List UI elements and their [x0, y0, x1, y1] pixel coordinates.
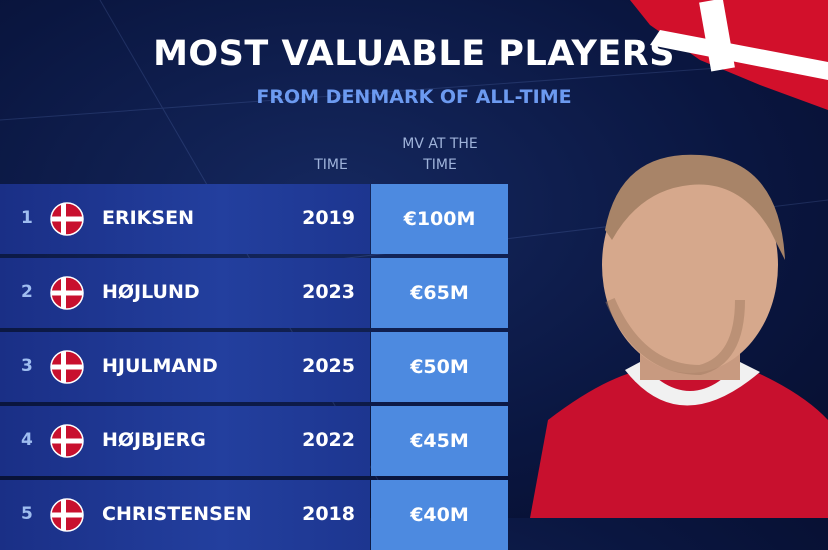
market-value: €65M	[371, 258, 508, 328]
background-art	[0, 0, 828, 518]
player-name: HØJLUND	[102, 281, 200, 303]
flag-icon	[50, 424, 84, 458]
rank: 4	[21, 430, 33, 450]
year: 2022	[302, 429, 355, 451]
column-header: MV AT THE TIME	[402, 136, 478, 173]
player-name: HØJBJERG	[102, 429, 206, 451]
year: 2019	[302, 207, 355, 229]
flag-icon	[50, 498, 84, 532]
market-value: €50M	[371, 332, 508, 402]
title: MOST VALUABLE PLAYERS	[153, 34, 675, 74]
market-value: €45M	[371, 406, 508, 476]
player-name: CHRISTENSEN	[102, 503, 252, 525]
flag-icon	[50, 350, 84, 384]
year: 2023	[302, 281, 355, 303]
flag-icon	[50, 202, 84, 236]
player-photo	[530, 154, 828, 518]
flag-icon	[50, 276, 84, 310]
column-header: TIME	[314, 157, 348, 173]
market-value: €40M	[371, 480, 508, 550]
year: 2018	[302, 503, 355, 525]
player-name: ERIKSEN	[102, 207, 194, 229]
year: 2025	[302, 355, 355, 377]
subtitle: FROM DENMARK OF ALL-TIME	[256, 86, 572, 108]
rank: 3	[21, 356, 33, 376]
market-value: €100M	[371, 184, 508, 254]
rank: 2	[21, 282, 33, 302]
rank: 5	[21, 504, 33, 524]
player-name: HJULMAND	[102, 355, 218, 377]
rank: 1	[21, 208, 33, 228]
